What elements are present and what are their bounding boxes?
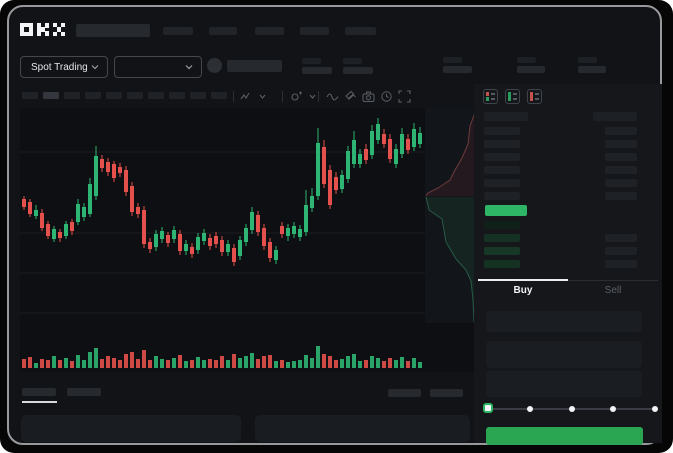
stat-value-placeholder [578,66,606,73]
indicators-icon[interactable] [344,90,357,103]
bid-row-amount [605,247,637,255]
ask-row-price[interactable] [484,127,520,135]
bid-row-price[interactable] [484,234,520,242]
stat-value-placeholder [517,66,545,73]
stat-label-placeholder [443,57,462,63]
tab-buy[interactable]: Buy [513,285,533,296]
ask-row-price[interactable] [484,179,520,187]
slider-stop-dot[interactable] [526,406,533,412]
bid-row-amount [605,260,637,268]
camera-icon[interactable] [362,90,375,103]
timeframe-button-placeholder[interactable] [106,92,122,99]
timeframe-button-placeholder[interactable] [190,92,206,99]
bottom-action-placeholder[interactable] [388,389,421,397]
total-input[interactable] [486,371,642,397]
nav-item-placeholder[interactable] [255,27,284,35]
stat-label-placeholder [343,58,362,64]
ask-row-price[interactable] [484,192,520,200]
book-all-icon[interactable] [483,89,498,104]
stat-label-placeholder [517,57,536,63]
toolbar-divider [318,91,319,102]
ask-row-amount [605,153,637,161]
active-tab-underline [22,401,57,403]
timeframe-button-placeholder[interactable] [43,92,59,99]
bid-row-price[interactable] [484,221,520,229]
wave-icon[interactable] [326,90,339,103]
ask-row-amount [605,166,637,174]
stat-label-placeholder [578,57,597,63]
nav-item-placeholder[interactable] [163,27,193,35]
nav-item-placeholder[interactable] [345,27,376,35]
timeframe-button-placeholder[interactable] [22,92,38,99]
last-price-bar[interactable] [485,205,527,216]
book-bids-icon[interactable] [505,89,520,104]
slider-handle[interactable] [483,403,493,413]
chevron-down-icon[interactable] [256,90,269,103]
buy-tab-indicator [478,279,568,281]
clock-icon[interactable] [380,90,393,103]
timeframe-button-placeholder[interactable] [127,92,143,99]
slider-stop-dot[interactable] [652,406,658,412]
stat-value-placeholder [343,67,373,74]
bid-row-price[interactable] [484,247,520,255]
slider-stop-dot[interactable] [568,406,575,412]
market-type-dropdown[interactable]: Spot Trading [20,56,108,78]
nav-item-placeholder[interactable] [300,27,329,35]
nav-item-placeholder[interactable] [209,27,237,35]
stat-value-placeholder [443,66,472,73]
chart-style-icon[interactable] [240,90,253,103]
timeframe-button-placeholder[interactable] [85,92,101,99]
ask-row-amount [605,127,637,135]
ask-row-amount [605,192,637,200]
book-asks-icon[interactable] [527,89,542,104]
ask-row-amount [605,140,637,148]
compare-icon[interactable] [290,90,303,103]
toolbar-divider [282,91,283,102]
ask-row-price[interactable] [484,140,520,148]
price-input[interactable] [486,311,642,332]
timeframe-button-placeholder[interactable] [169,92,185,99]
stat-value-placeholder [302,67,332,74]
header-title-placeholder [76,24,150,37]
bottom-panel-left [21,415,241,442]
pair-dropdown[interactable] [114,56,202,78]
tab-separator [478,280,658,281]
fullscreen-icon[interactable] [398,90,411,103]
bid-row-amount [605,234,637,242]
book-header-amount-placeholder [593,112,637,121]
book-header-price-placeholder [484,112,528,121]
ask-row-amount [605,179,637,187]
chevron-down-icon [91,65,99,70]
coin-avatar [207,58,222,73]
bottom-action-placeholder[interactable] [430,389,463,397]
market-type-label: Spot Trading [31,61,88,73]
timeframe-button-placeholder[interactable] [211,92,227,99]
bottom-tab-placeholder[interactable] [22,388,56,396]
slider-stop-dot[interactable] [610,406,617,412]
amount-input[interactable] [486,341,642,368]
tab-sell[interactable]: Sell [604,285,622,296]
timeframe-button-placeholder[interactable] [148,92,164,99]
chevron-down-icon[interactable] [306,90,319,103]
okx-logo[interactable] [20,22,68,37]
chevron-down-icon [185,65,193,70]
ask-row-price[interactable] [484,166,520,174]
pair-name-placeholder [227,60,282,72]
bid-row-price[interactable] [484,260,520,268]
buy-submit-button[interactable] [486,427,643,445]
bottom-tab-placeholder[interactable] [67,388,101,396]
bottom-panel-right [255,415,470,442]
toolbar-divider [233,91,234,102]
timeframe-button-placeholder[interactable] [64,92,80,99]
price-chart[interactable] [20,108,480,372]
stat-label-placeholder [302,58,321,64]
ask-row-price[interactable] [484,153,520,161]
